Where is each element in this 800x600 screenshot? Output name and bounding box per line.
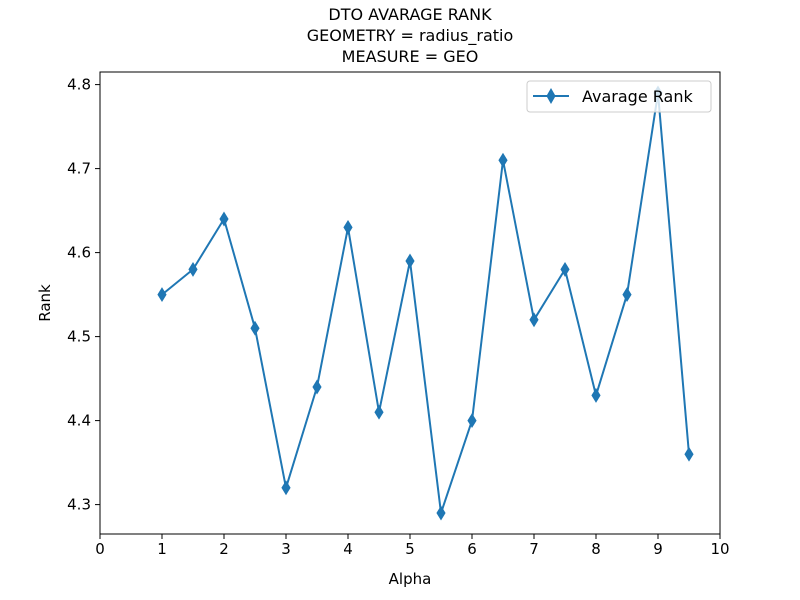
data-point — [560, 261, 570, 277]
data-point — [591, 387, 601, 403]
data-point — [436, 505, 446, 521]
data-point — [467, 413, 477, 429]
y-axis-ticks: 4.3 4.4 4.5 4.6 4.7 4.8 — [67, 76, 100, 514]
axes-frame — [99, 71, 721, 535]
legend-marker-swatch — [546, 87, 556, 105]
x-tick-label: 10 — [710, 540, 729, 558]
x-axis-ticks: 0 1 2 3 4 5 6 7 8 9 10 — [95, 534, 730, 558]
y-tick-label: 4.3 — [67, 496, 91, 514]
legend-box — [526, 80, 712, 113]
y-tick-label: 4.5 — [67, 328, 91, 346]
data-point — [405, 253, 415, 269]
data-point — [343, 219, 353, 235]
chart-title-line-3: MEASURE = GEO — [342, 47, 479, 66]
y-tick-label: 4.6 — [67, 244, 91, 262]
data-point — [157, 287, 167, 303]
chart-title-line-2: GEOMETRY = radius_ratio — [307, 26, 514, 46]
data-point — [529, 312, 539, 328]
x-tick-label: 5 — [405, 540, 415, 558]
legend-label: Avarage Rank — [582, 87, 693, 106]
x-tick-label: 8 — [591, 540, 601, 558]
x-tick-label: 7 — [529, 540, 539, 558]
x-tick-label: 1 — [157, 540, 167, 558]
series-line — [161, 92, 690, 514]
data-point — [312, 379, 322, 395]
y-tick-label: 4.8 — [67, 76, 91, 94]
x-tick-label: 0 — [95, 540, 105, 558]
x-tick-label: 9 — [653, 540, 663, 558]
data-point — [622, 287, 632, 303]
x-tick-label: 6 — [467, 540, 477, 558]
data-point — [188, 261, 198, 277]
data-point — [374, 404, 384, 420]
data-point — [250, 320, 260, 336]
legend: Avarage Rank — [526, 80, 712, 113]
data-point — [498, 152, 508, 168]
x-tick-label: 2 — [219, 540, 229, 558]
x-tick-label: 4 — [343, 540, 353, 558]
data-point — [281, 480, 291, 496]
chart-title-line-1: DTO AVARAGE RANK — [328, 5, 492, 24]
x-tick-label: 3 — [281, 540, 291, 558]
y-tick-label: 4.7 — [67, 160, 91, 178]
y-tick-label: 4.4 — [67, 412, 91, 430]
y-axis-label: Rank — [36, 284, 54, 322]
x-axis-label: Alpha — [389, 570, 432, 588]
data-point — [219, 211, 229, 227]
data-point — [684, 446, 694, 462]
